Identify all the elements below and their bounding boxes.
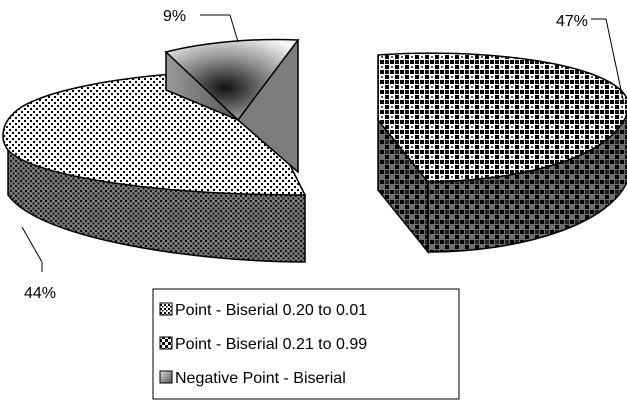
data-label-a: 44% — [24, 285, 56, 302]
pie-slice-c — [164, 38, 300, 174]
legend-entry-a: Point - Biserial 0.20 to 0.01 — [175, 302, 367, 319]
legend: Point - Biserial 0.20 to 0.01 Point - Bi… — [152, 288, 460, 400]
data-label-c: 9% — [163, 8, 186, 25]
legend-swatch-a — [159, 302, 173, 316]
leader-line-47b — [605, 18, 625, 105]
leader-line-9b — [229, 14, 239, 43]
pie-slice-b — [377, 52, 627, 255]
legend-swatch-c — [159, 370, 173, 384]
data-labels: 9% 47% 44% — [21, 8, 625, 302]
legend-entry-b: Point - Biserial 0.21 to 0.99 — [175, 336, 367, 353]
legend-box — [152, 288, 460, 400]
slice-b-top — [377, 52, 627, 183]
slice-c-top — [164, 38, 300, 122]
legend-swatch-b — [159, 336, 173, 350]
data-label-b: 47% — [556, 13, 588, 30]
legend-entry-c: Negative Point - Biserial — [175, 370, 346, 387]
leader-line-44 — [21, 226, 43, 263]
